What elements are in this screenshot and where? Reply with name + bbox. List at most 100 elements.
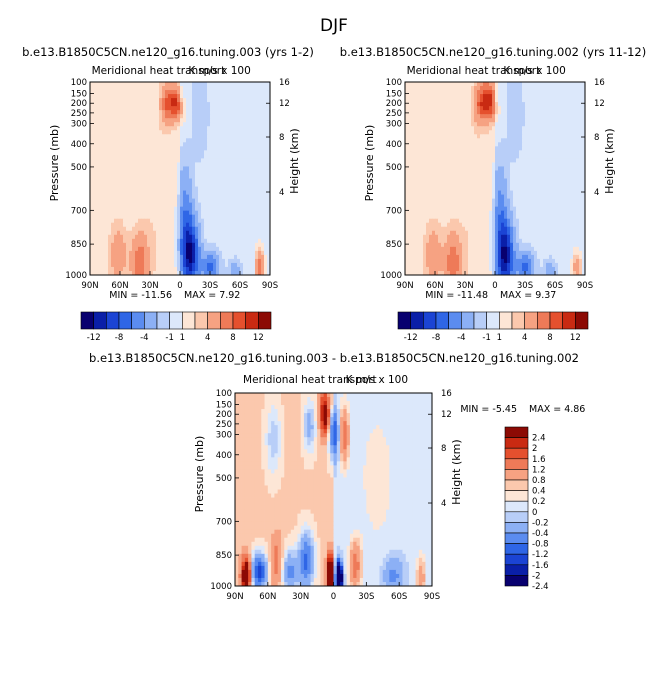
heatmap-cell [198,191,201,195]
heatmap-cell [120,162,123,166]
heatmap-cell [417,98,420,102]
heatmap-cell [111,207,114,211]
heatmap-cell [201,142,204,146]
heatmap-cell [129,162,132,166]
heatmap-cell [540,126,543,130]
heatmap-cell [99,94,102,98]
heatmap-cell [216,98,219,102]
heatmap-cell [486,170,489,174]
heatmap-cell [189,86,192,90]
heatmap-cell [165,142,168,146]
heatmap-cell [246,263,249,267]
heatmap-cell [552,138,555,142]
heatmap-cell [147,166,150,170]
heatmap-cell [105,223,108,227]
heatmap-cell [183,195,186,199]
heatmap-cell [168,231,171,235]
heatmap-cell [423,146,426,150]
heatmap-cell [108,223,111,227]
heatmap-cell [204,106,207,110]
heatmap-cell [93,227,96,231]
heatmap-cell [198,255,201,259]
heatmap-cell [246,142,249,146]
heatmap-cell [204,215,207,219]
heatmap-cell [504,211,507,215]
heatmap-cell [543,183,546,187]
heatmap-cell [162,122,165,126]
heatmap-cell [138,126,141,130]
heatmap-cell [435,86,438,90]
heatmap-cell [564,134,567,138]
heatmap-cell [555,82,558,86]
heatmap-cell [201,174,204,178]
heatmap-cell [474,211,477,215]
heatmap-cell [195,239,198,243]
heatmap-cell [546,142,549,146]
heatmap-cell [249,162,252,166]
heatmap-cell [540,215,543,219]
heatmap-cell [510,183,513,187]
heatmap-cell [219,215,222,219]
heatmap-cell [435,187,438,191]
heatmap-cell [423,154,426,158]
heatmap-cell [219,162,222,166]
heatmap-cell [441,203,444,207]
heatmap-cell [525,122,528,126]
heatmap-cell [150,162,153,166]
heatmap-cell [198,98,201,102]
heatmap-cell [237,170,240,174]
heatmap-cell [480,130,483,134]
heatmap-cell [111,138,114,142]
heatmap-cell [528,207,531,211]
heatmap-cell [132,158,135,162]
heatmap-cell [180,98,183,102]
heatmap-cell [504,134,507,138]
heatmap-cell [567,211,570,215]
heatmap-cell [192,98,195,102]
heatmap-cell [189,211,192,215]
heatmap-cell [504,166,507,170]
heatmap-cell [159,239,162,243]
heatmap-cell [579,207,582,211]
heatmap-cell [498,130,501,134]
heatmap-cell [249,263,252,267]
heatmap-cell [180,86,183,90]
heatmap-cell [189,179,192,183]
heatmap-cell [240,219,243,223]
heatmap-cell [90,227,93,231]
heatmap-cell [168,243,171,247]
heatmap-cell [153,82,156,86]
heatmap-cell [195,235,198,239]
heatmap-cell [189,267,192,271]
heatmap-cell [150,235,153,239]
heatmap-cell [495,86,498,90]
heatmap-cell [177,243,180,247]
heatmap-cell [480,150,483,154]
heatmap-cell [528,162,531,166]
heatmap-cell [192,263,195,267]
heatmap-cell [114,255,117,259]
heatmap-cell [447,118,450,122]
heatmap-cell [513,211,516,215]
heatmap-cell [498,187,501,191]
heatmap-cell [234,215,237,219]
heatmap-cell [483,195,486,199]
heatmap-cell [219,255,222,259]
heatmap-cell [162,219,165,223]
heatmap-cell [135,166,138,170]
heatmap-cell [174,215,177,219]
heatmap-cell [483,187,486,191]
heatmap-cell [156,219,159,223]
heatmap-cell [441,94,444,98]
heatmap-cell [156,187,159,191]
heatmap-cell [423,150,426,154]
heatmap-cell [465,98,468,102]
heatmap-cell [522,134,525,138]
heatmap-cell [171,191,174,195]
heatmap-cell [504,207,507,211]
heatmap-cell [411,94,414,98]
heatmap-cell [450,211,453,215]
heatmap-cell [153,90,156,94]
heatmap-cell [477,199,480,203]
heatmap-cell [204,267,207,271]
